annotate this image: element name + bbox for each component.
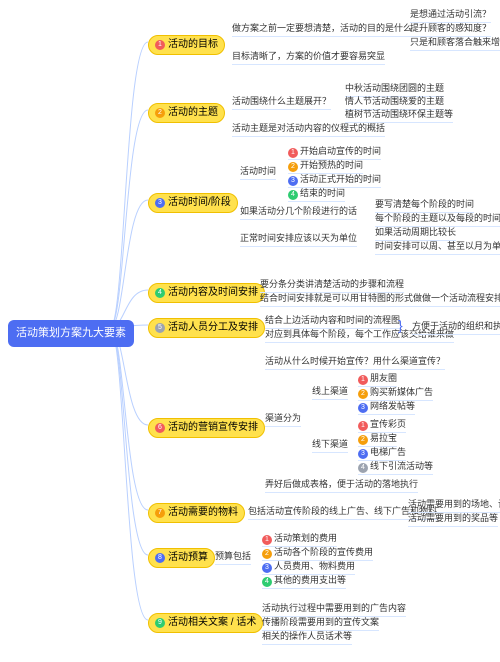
badge-2: 2	[155, 108, 165, 118]
badge-4: 4	[155, 288, 165, 298]
leaf: 4其他的费用支出等	[262, 574, 346, 589]
leaf: 1宣传彩页	[358, 418, 406, 433]
l1-label: 活动内容及时间安排	[168, 286, 258, 300]
leaf: 预算包括	[215, 550, 251, 565]
leaf: 如果活动分几个阶段进行的话	[240, 205, 357, 220]
leaf: 每个阶段的主题以及每段的时间安排等	[375, 212, 500, 227]
l1-label: 活动的主题	[168, 106, 218, 120]
leaf: 3活动正式开始的时间	[288, 173, 381, 188]
root-node: 活动策划方案九大要素	[8, 320, 134, 347]
l1-copy: 9 活动相关文案 / 话术	[148, 613, 263, 633]
leaf: 传播阶段需要用到的宣传文案	[262, 616, 379, 631]
leaf: 3人员费用、物料费用	[262, 560, 355, 575]
l1-label: 活动相关文案 / 话术	[168, 616, 256, 630]
l1-time: 3 活动时间/阶段	[148, 193, 238, 213]
l1-label: 活动需要的物料	[168, 506, 238, 520]
leaf: 是想通过活动引流？	[410, 8, 491, 23]
leaf: 2易拉宝	[358, 432, 397, 447]
leaf: 时间安排可以周、甚至以月为单位（一般为年度活动）	[375, 240, 500, 255]
leaf: 渠道分为	[265, 412, 301, 427]
leaf: 正常时间安排应该以天为单位	[240, 232, 357, 247]
l1-staff: 5 活动人员分工及安排	[148, 318, 265, 338]
l1-theme: 2 活动的主题	[148, 103, 225, 123]
leaf: 要分条分类讲清楚活动的步骤和流程	[260, 278, 404, 293]
badge-9: 9	[155, 618, 165, 628]
badge-5: 5	[155, 323, 165, 333]
leaf: 2购买新媒体广告	[358, 386, 433, 401]
leaf: 植树节活动围绕环保主题等	[345, 108, 453, 123]
leaf: 活动时间	[240, 165, 276, 180]
leaf: 只是和顾客落合触来增加曝光度？	[410, 36, 500, 51]
l1-budget: 8 活动预算	[148, 548, 215, 568]
badge-3: 3	[155, 198, 165, 208]
leaf: 4线下引流活动等	[358, 460, 433, 475]
leaf: 活动需要用到的奖品等	[408, 512, 498, 527]
leaf: 活动执行过程中需要用到的广告内容	[262, 602, 406, 617]
badge-6: 6	[155, 423, 165, 433]
leaf: 3电梯广告	[358, 446, 406, 461]
leaf: 方便于活动的组织和执行	[412, 320, 500, 335]
leaf: 结合上边活动内容和时间的流程图	[265, 314, 400, 329]
l1-marketing: 6 活动的营销宣传安排	[148, 418, 265, 438]
badge-1: 1	[155, 40, 165, 50]
l1-label: 活动的营销宣传安排	[168, 421, 258, 435]
l1-goal: 1 活动的目标	[148, 35, 225, 55]
leaf: 活动需要用到的场地、设备、工具道具	[408, 498, 500, 513]
leaf: 活动主题是对活动内容的仪程式的概括	[232, 122, 385, 137]
l1-label: 活动时间/阶段	[168, 196, 231, 210]
l1-label: 活动的目标	[168, 38, 218, 52]
leaf: 目标清晰了，方案的价值才要容易突显	[232, 50, 385, 65]
leaf: 4结束的时间	[288, 187, 345, 202]
leaf: 弄好后做成表格，便于活动的落地执行	[265, 478, 418, 493]
leaf: 活动从什么时候开始宣传？用什么渠道宣传？	[265, 355, 445, 370]
leaf: 提升顾客的感知度？	[410, 22, 491, 37]
leaf: 1开始启动宣传的时间	[288, 145, 381, 160]
leaf: 线上渠道	[312, 385, 348, 400]
brace-icon: }	[398, 316, 403, 336]
leaf: 1活动策划的费用	[262, 532, 337, 547]
l1-label: 活动人员分工及安排	[168, 321, 258, 335]
leaf: 线下渠道	[312, 438, 348, 453]
l1-material: 7 活动需要的物料	[148, 503, 245, 523]
leaf: 2开始预热的时间	[288, 159, 363, 174]
l1-label: 活动预算	[168, 551, 208, 565]
leaf: 做方案之前一定要想清楚，活动的目的是什么	[232, 22, 412, 37]
badge-8: 8	[155, 553, 165, 563]
leaf: 3网络发帖等	[358, 400, 415, 415]
badge-7: 7	[155, 508, 165, 518]
leaf: 活动围绕什么主题展开？	[232, 95, 331, 110]
leaf: 如果活动周期比较长	[375, 226, 456, 241]
leaf: 要写清楚每个阶段的时间	[375, 198, 474, 213]
leaf: 2活动各个阶段的宣传费用	[262, 546, 373, 561]
leaf: 相关的操作人员话术等	[262, 630, 352, 645]
leaf: 结合时间安排就是可以用甘特图的形式做做一个活动流程安排	[260, 292, 500, 307]
leaf: 1朋友圈	[358, 372, 397, 387]
l1-content: 4 活动内容及时间安排	[148, 283, 265, 303]
